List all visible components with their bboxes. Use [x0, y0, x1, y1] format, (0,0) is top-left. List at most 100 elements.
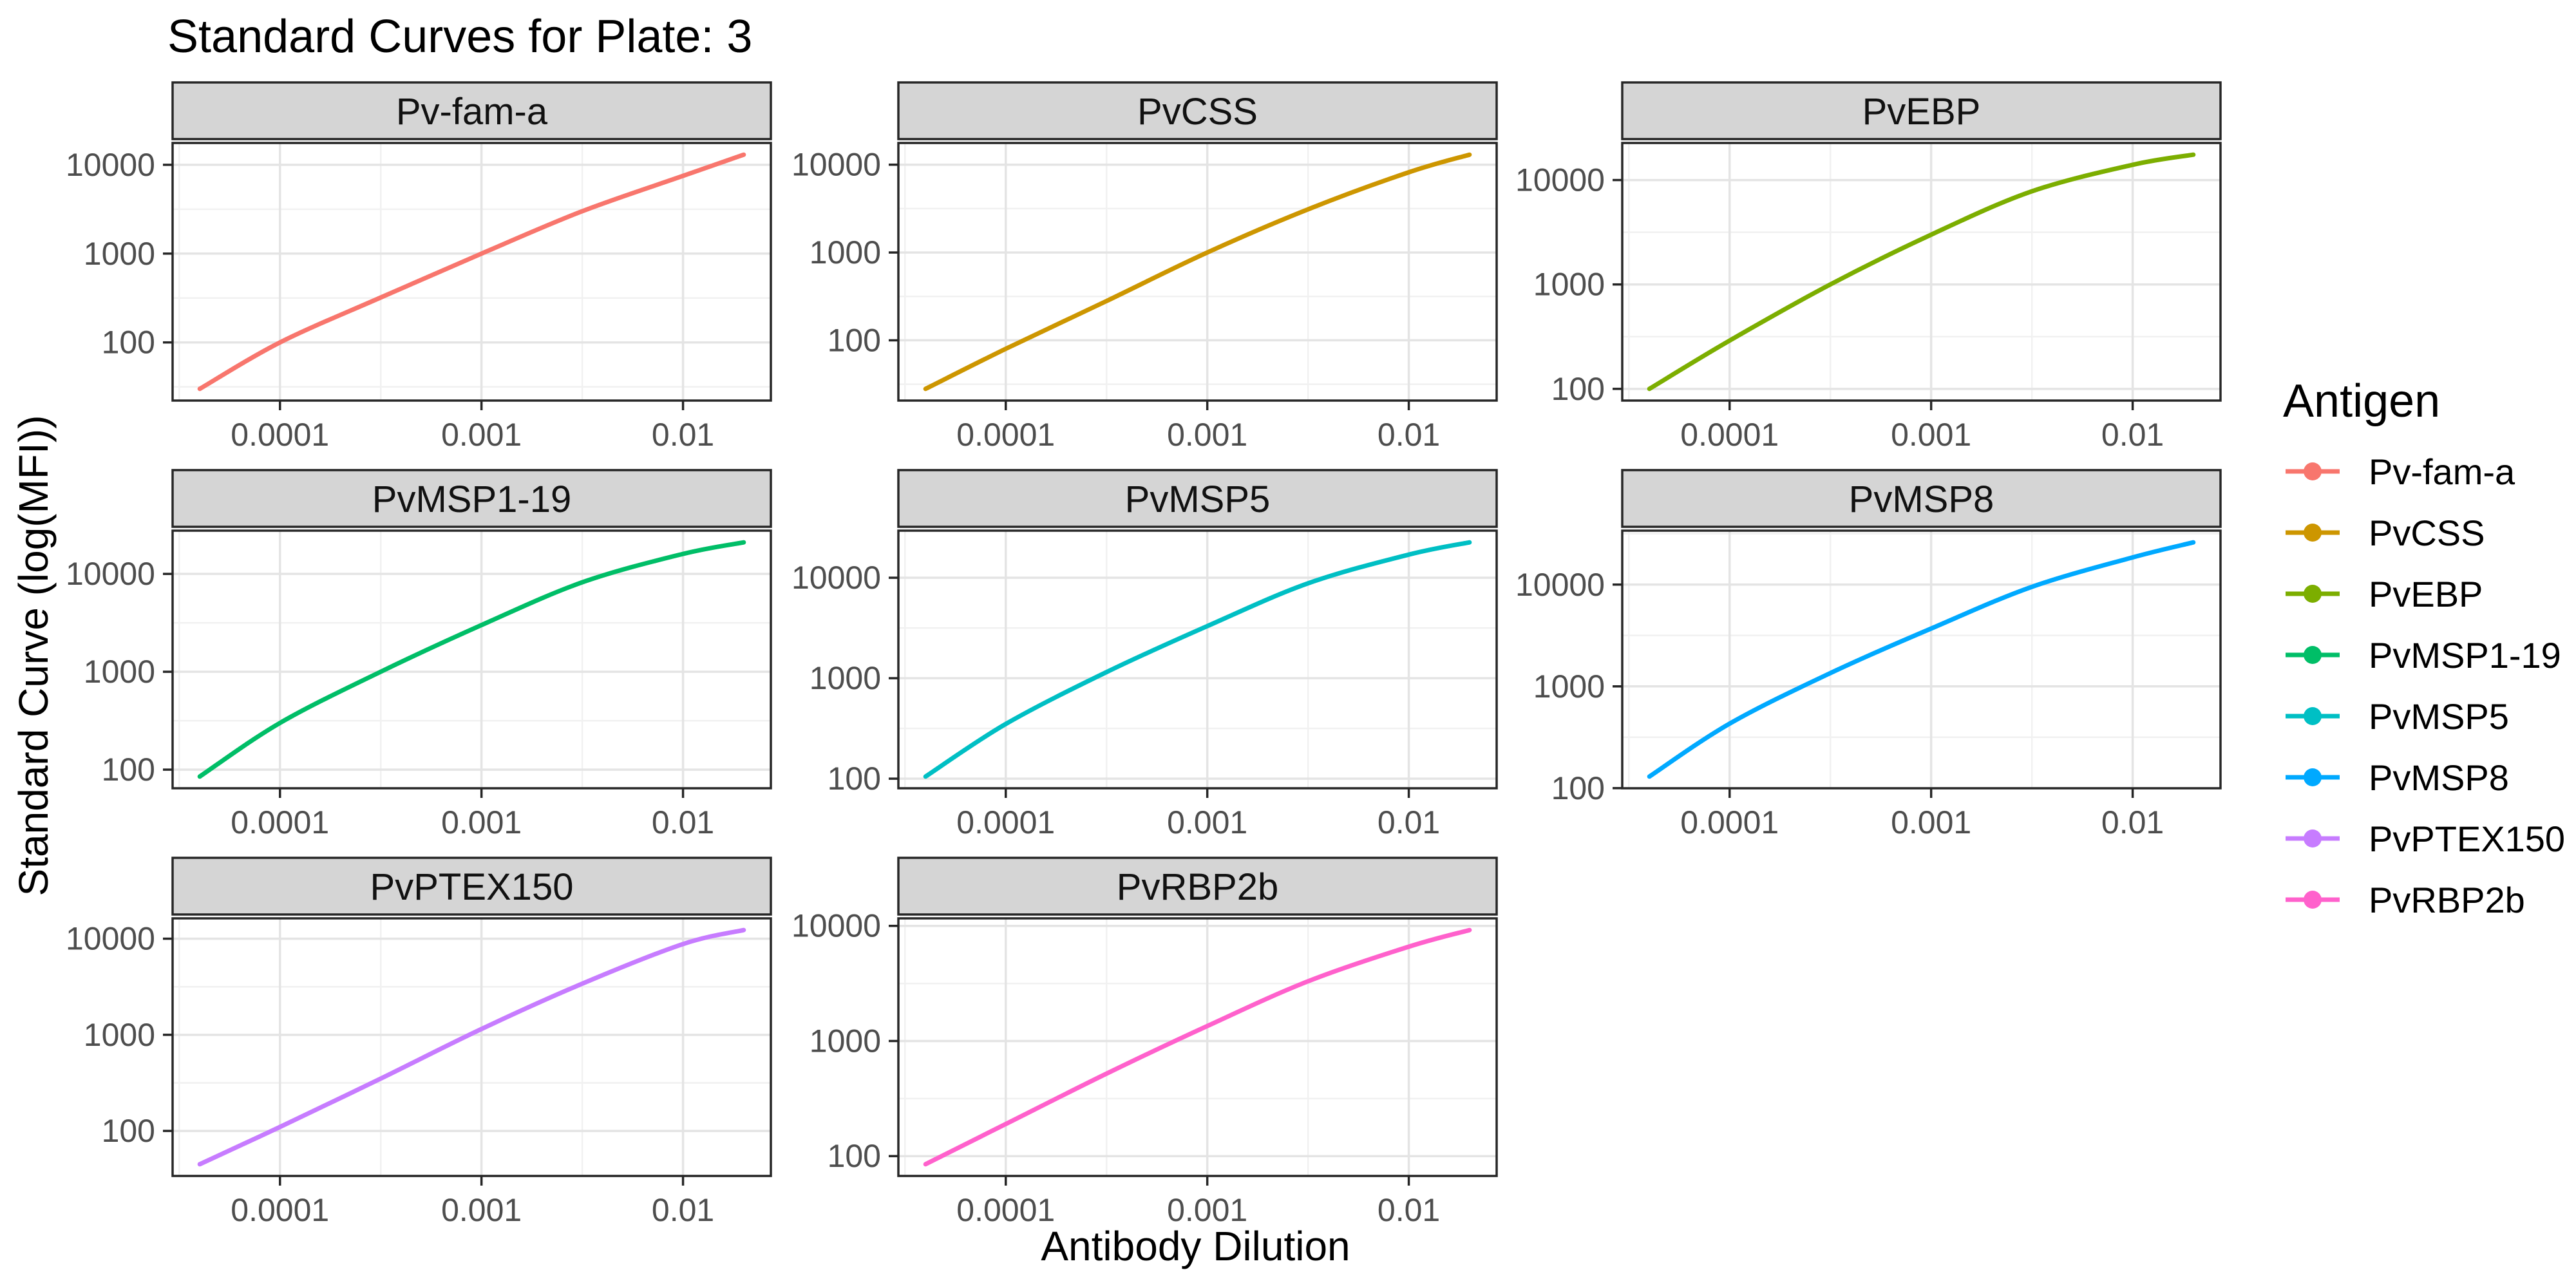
facet-strip	[897, 81, 1498, 140]
x-tick-label: 0.0001	[1680, 417, 1779, 453]
panel-background	[1622, 143, 2221, 401]
panel-background	[173, 531, 771, 788]
x-tick-label: 0.0001	[231, 417, 329, 453]
y-tick-label: 100	[1551, 770, 1605, 806]
standard-curve-PvMSP5	[923, 540, 1472, 779]
y-tick-label: 100	[1551, 371, 1605, 407]
panel-border	[897, 529, 1498, 790]
legend-key-point-icon	[2304, 891, 2322, 909]
legend-key-icon	[2286, 707, 2340, 726]
x-tick-label: 0.001	[1167, 1192, 1247, 1228]
x-tick-label: 0.0001	[956, 417, 1055, 453]
legend-key-icon	[2286, 585, 2340, 603]
x-tick-label: 0.001	[1891, 417, 1971, 453]
standard-curve-PvMSP1-19	[197, 540, 746, 779]
panel-background	[1622, 531, 2221, 788]
y-tick-label: 10000	[1515, 567, 1605, 603]
standard-curve-PvEBP	[1647, 152, 2196, 392]
facet-strip	[171, 81, 772, 140]
x-tick-label: 0.01	[652, 1192, 714, 1228]
x-tick-label: 0.001	[441, 1192, 522, 1228]
facet-strip-label: PvMSP8	[1849, 478, 1994, 520]
y-tick-label: 1000	[84, 654, 155, 690]
standard-curve-PvCSS	[923, 152, 1472, 392]
legend-entries: Pv-fam-a PvCSS PvEBP PvMSP1-19 PvMSP5 PvMSP8 P…	[2283, 441, 2573, 931]
facet-PvMSP1-19: PvMSP1-19 0.0001 0.001 0.01 100 1000 10000	[66, 469, 772, 840]
legend-key-point-icon	[2304, 585, 2322, 603]
panel-border	[1621, 529, 2222, 790]
y-tick-label: 10000	[791, 908, 881, 944]
y-tick-label: 100	[102, 325, 155, 361]
legend: Antigen Pv-fam-a PvCSS PvEBP PvMSP1-19 PvMSP…	[2283, 375, 2573, 931]
y-tick-label: 10000	[66, 921, 155, 957]
legend-entry-PvMSP5: PvMSP5	[2283, 686, 2573, 747]
x-tick-label: 0.01	[1378, 1192, 1440, 1228]
y-tick-label: 100	[828, 761, 881, 797]
legend-label: PvRBP2b	[2369, 879, 2525, 920]
y-axis-title: Standard Curve (log(MFI))	[10, 415, 57, 896]
facet-PvEBP: PvEBP 0.0001 0.001 0.01 100 1000 10000	[1515, 81, 2222, 453]
y-tick-label: 1000	[84, 1017, 155, 1053]
facet-strip-label: PvEBP	[1862, 91, 1981, 133]
x-axis-title: Antibody Dilution	[1041, 1223, 1350, 1269]
panel-background	[898, 918, 1497, 1176]
facet-strip	[171, 469, 772, 528]
y-tick-label: 100	[102, 1113, 155, 1149]
facet-strip-label: Pv-fam-a	[396, 91, 548, 133]
facet-strip	[897, 857, 1498, 916]
legend-label: PvCSS	[2369, 512, 2485, 553]
facet-strip	[171, 857, 772, 916]
x-tick-label: 0.01	[2101, 804, 2164, 840]
x-tick-label: 0.001	[1891, 804, 1971, 840]
y-tick-label: 100	[828, 322, 881, 358]
legend-key-icon	[2286, 524, 2340, 542]
panel-background	[898, 143, 1497, 401]
x-tick-label: 0.0001	[956, 804, 1055, 840]
legend-key-point-icon	[2304, 829, 2322, 848]
facet-strip-label: PvCSS	[1137, 91, 1258, 133]
facet-strip-label: PvMSP5	[1125, 478, 1271, 520]
legend-label: PvMSP5	[2369, 696, 2509, 737]
legend-label: PvMSP8	[2369, 757, 2509, 798]
legend-key-icon	[2286, 462, 2340, 481]
facet-PvPTEX150: PvPTEX150 0.0001 0.001 0.01 100 1000 10000	[66, 857, 772, 1228]
y-tick-label: 10000	[791, 560, 881, 596]
x-tick-label: 0.001	[441, 417, 522, 453]
x-tick-label: 0.001	[1167, 804, 1247, 840]
legend-entry-Pv-fam-a: Pv-fam-a	[2283, 441, 2573, 502]
y-tick-label: 10000	[66, 556, 155, 592]
standard-curve-PvPTEX150	[197, 927, 746, 1167]
y-tick-label: 1000	[810, 660, 881, 696]
standard-curve-PvMSP8	[1647, 540, 2196, 779]
standard-curve-Pv-fam-a	[197, 152, 746, 392]
legend-entry-PvRBP2b: PvRBP2b	[2283, 869, 2573, 931]
x-tick-label: 0.0001	[956, 1192, 1055, 1228]
legend-entry-PvCSS: PvCSS	[2283, 502, 2573, 564]
legend-key-icon	[2286, 646, 2340, 665]
y-tick-label: 100	[828, 1138, 881, 1174]
legend-entry-PvMSP8: PvMSP8	[2283, 747, 2573, 808]
legend-label: PvEBP	[2369, 573, 2483, 614]
legend-label: PvPTEX150	[2369, 818, 2566, 859]
y-tick-label: 1000	[810, 1023, 881, 1059]
legend-title: Antigen	[2283, 375, 2441, 427]
panel-background	[173, 143, 771, 401]
x-tick-label: 0.001	[441, 804, 522, 840]
y-tick-label: 10000	[66, 147, 155, 183]
y-tick-label: 1000	[810, 234, 881, 270]
panel-border	[897, 917, 1498, 1177]
y-tick-label: 1000	[1533, 668, 1605, 705]
facet-Pv-fam-a: Pv-fam-a 0.0001 0.001 0.01 100 1000 10000	[66, 81, 772, 453]
panel-border	[171, 142, 772, 402]
x-tick-label: 0.01	[652, 417, 714, 453]
legend-key-icon	[2286, 829, 2340, 848]
panel-background	[898, 531, 1497, 788]
x-tick-label: 0.0001	[231, 1192, 329, 1228]
legend-entry-PvMSP1-19: PvMSP1-19	[2283, 625, 2573, 686]
facet-strip-label: PvRBP2b	[1117, 866, 1278, 908]
legend-label: Pv-fam-a	[2369, 451, 2515, 492]
x-tick-label: 0.0001	[1680, 804, 1779, 840]
legend-key-point-icon	[2304, 646, 2322, 665]
x-tick-label: 0.01	[1378, 417, 1440, 453]
x-tick-label: 0.0001	[231, 804, 329, 840]
